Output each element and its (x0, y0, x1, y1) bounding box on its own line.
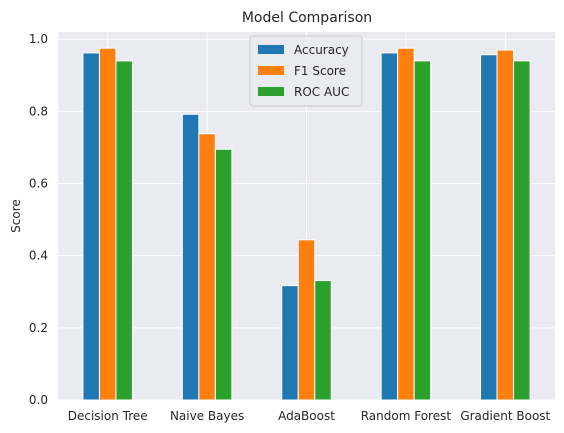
legend-label: F1 Score (294, 64, 346, 78)
legend-swatch (258, 87, 284, 96)
bar-f1-score-gradient-boost (496, 49, 515, 401)
x-tick-label: Decision Tree (68, 409, 148, 423)
bar-roc-auc-decision-tree (115, 60, 133, 401)
bar-f1-score-adaboost (297, 239, 316, 401)
bar-accuracy-decision-tree (82, 52, 100, 401)
bar-accuracy-adaboost (281, 285, 299, 401)
bar-accuracy-gradient-boost (480, 54, 498, 401)
y-tick-labels: 0.0 0.2 0.4 0.6 0.8 1.0 (29, 32, 48, 407)
x-tick-labels: Decision Tree Naive Bayes AdaBoost Random F… (68, 409, 551, 423)
bar-f1-score-naive-bayes (198, 133, 216, 401)
y-tick-label: 1.0 (29, 32, 48, 46)
y-tick-label: 0.6 (29, 177, 48, 191)
x-tick-label: Naive Bayes (170, 409, 244, 423)
y-tick-label: 0.2 (29, 321, 48, 335)
y-tick-label: 0.8 (29, 104, 48, 118)
legend-swatch (258, 66, 284, 75)
bar-roc-auc-gradient-boost (513, 60, 531, 401)
legend-label: Accuracy (294, 43, 349, 57)
x-tick-label: Gradient Boost (460, 409, 550, 423)
bar-f1-score-decision-tree (98, 47, 117, 401)
y-tick-label: 0.0 (29, 393, 48, 407)
bar-roc-auc-adaboost (314, 280, 332, 401)
x-tick-label: Random Forest (361, 409, 452, 423)
x-tick-label: AdaBoost (278, 409, 335, 423)
y-axis-label: Score (9, 199, 23, 233)
bar-accuracy-naive-bayes (181, 113, 200, 401)
bar-roc-auc-random-forest (413, 60, 432, 401)
legend: Accuracy F1 Score ROC AUC (249, 35, 363, 107)
legend-swatch (258, 45, 284, 54)
bar-roc-auc-naive-bayes (214, 148, 233, 401)
bars (82, 47, 531, 401)
chart-title: Model Comparison (242, 10, 372, 26)
legend-label: ROC AUC (294, 85, 349, 99)
bar-f1-score-random-forest (397, 47, 415, 401)
bar-accuracy-random-forest (380, 52, 399, 401)
y-tick-label: 0.4 (29, 249, 48, 263)
